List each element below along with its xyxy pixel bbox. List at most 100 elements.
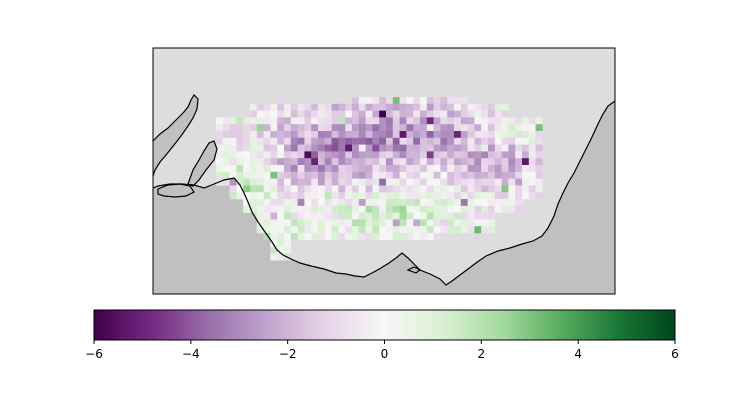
anomaly-cell — [263, 158, 271, 166]
anomaly-cell — [263, 199, 271, 207]
anomaly-cell — [474, 110, 482, 118]
anomaly-cell — [256, 137, 264, 145]
anomaly-cell — [488, 226, 496, 234]
anomaly-cell — [311, 137, 319, 145]
anomaly-cell — [324, 165, 332, 173]
anomaly-cell — [243, 192, 251, 200]
anomaly-cell — [440, 185, 448, 193]
anomaly-cell — [420, 117, 428, 125]
anomaly-cell — [488, 199, 496, 207]
anomaly-cell — [358, 158, 366, 166]
anomaly-cell — [345, 171, 353, 179]
anomaly-cell — [474, 103, 482, 111]
anomaly-cell — [426, 233, 434, 241]
anomaly-cell — [379, 144, 387, 152]
anomaly-cell — [508, 117, 516, 125]
anomaly-cell — [474, 205, 482, 213]
anomaly-cell — [222, 178, 230, 186]
anomaly-cell — [406, 103, 414, 111]
anomaly-cell — [229, 171, 237, 179]
anomaly-cell — [420, 219, 428, 227]
anomaly-cell — [494, 117, 502, 125]
anomaly-cell — [304, 165, 312, 173]
anomaly-cell — [263, 131, 271, 139]
anomaly-cell — [338, 131, 346, 139]
anomaly-cell — [399, 219, 407, 227]
anomaly-cell — [474, 165, 482, 173]
anomaly-cell — [365, 165, 373, 173]
anomaly-cell — [236, 171, 244, 179]
anomaly-cell — [372, 178, 380, 186]
anomaly-cell — [304, 219, 312, 227]
anomaly-cell — [420, 212, 428, 220]
anomaly-cell — [352, 205, 360, 213]
anomaly-cell — [229, 131, 237, 139]
anomaly-cell — [324, 110, 332, 118]
anomaly-cell — [284, 110, 292, 118]
anomaly-cell — [522, 178, 530, 186]
anomaly-cell — [345, 192, 353, 200]
anomaly-cell — [256, 178, 264, 186]
anomaly-cell — [331, 219, 339, 227]
anomaly-cell — [290, 178, 298, 186]
anomaly-cell — [413, 144, 421, 152]
anomaly-cell — [372, 233, 380, 241]
anomaly-cell — [297, 137, 305, 145]
anomaly-cell — [358, 165, 366, 173]
anomaly-cell — [297, 178, 305, 186]
anomaly-cell — [318, 103, 326, 111]
anomaly-cell — [460, 212, 468, 220]
anomaly-cell — [324, 137, 332, 145]
anomaly-cell — [474, 219, 482, 227]
anomaly-cell — [297, 199, 305, 207]
anomaly-cell — [318, 137, 326, 145]
anomaly-cell — [386, 178, 394, 186]
anomaly-cell — [365, 110, 373, 118]
anomaly-cell — [358, 199, 366, 207]
anomaly-cell — [358, 97, 366, 105]
anomaly-cell — [297, 110, 305, 118]
anomaly-cell — [481, 171, 489, 179]
anomaly-cell — [494, 110, 502, 118]
anomaly-cell — [263, 144, 271, 152]
anomaly-cell — [229, 178, 237, 186]
anomaly-cell — [488, 178, 496, 186]
anomaly-cell — [352, 158, 360, 166]
anomaly-cell — [372, 131, 380, 139]
colorbar-tick-label: −6 — [85, 347, 103, 361]
anomaly-cell — [324, 185, 332, 193]
anomaly-cell — [318, 185, 326, 193]
anomaly-cell — [379, 212, 387, 220]
anomaly-cell — [256, 192, 264, 200]
anomaly-cell — [386, 233, 394, 241]
anomaly-cell — [365, 226, 373, 234]
anomaly-cell — [311, 219, 319, 227]
anomaly-cell — [338, 137, 346, 145]
anomaly-cell — [236, 137, 244, 145]
anomaly-cell — [522, 165, 530, 173]
anomaly-cell — [481, 144, 489, 152]
anomaly-cell — [399, 110, 407, 118]
anomaly-cell — [345, 131, 353, 139]
anomaly-cell — [420, 110, 428, 118]
anomaly-cell — [392, 165, 400, 173]
anomaly-cell — [488, 158, 496, 166]
anomaly-cell — [426, 219, 434, 227]
anomaly-cell — [338, 192, 346, 200]
anomaly-cell — [454, 97, 462, 105]
anomaly-cell — [243, 117, 251, 125]
anomaly-cell — [515, 185, 523, 193]
anomaly-cell — [481, 117, 489, 125]
anomaly-cell — [488, 151, 496, 159]
anomaly-cell — [324, 171, 332, 179]
anomaly-cell — [413, 137, 421, 145]
anomaly-cell — [338, 205, 346, 213]
anomaly-cell — [345, 199, 353, 207]
anomaly-cell — [467, 137, 475, 145]
anomaly-cell — [345, 178, 353, 186]
anomaly-cell — [488, 165, 496, 173]
anomaly-cell — [243, 124, 251, 132]
anomaly-cell — [352, 199, 360, 207]
anomaly-cell — [297, 192, 305, 200]
anomaly-cell — [270, 131, 278, 139]
